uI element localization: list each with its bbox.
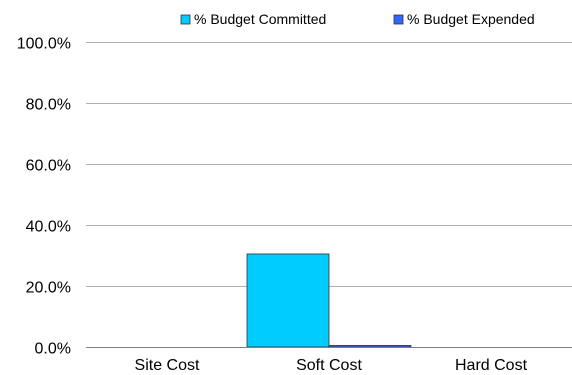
legend-label: % Budget Committed bbox=[194, 11, 326, 27]
x-category-label: Site Cost bbox=[135, 357, 200, 374]
gridlines bbox=[86, 42, 572, 287]
x-axis-category-labels: Site Cost Soft Cost Hard Cost bbox=[135, 357, 528, 374]
legend-swatch bbox=[180, 14, 191, 25]
bars bbox=[246, 253, 412, 348]
legend: % Budget Committed % Budget Expended bbox=[180, 11, 535, 27]
legend-label: % Budget Expended bbox=[407, 11, 535, 27]
y-tick-label: 60.0% bbox=[26, 158, 71, 175]
y-axis-tick-labels: 0.0% 20.0% 40.0% 60.0% 80.0% 100.0% bbox=[17, 36, 71, 358]
bar-soft-cost-series-2 bbox=[328, 345, 412, 348]
y-tick-label: 40.0% bbox=[26, 219, 71, 236]
legend-swatch bbox=[393, 14, 404, 25]
y-tick-label: 100.0% bbox=[17, 36, 71, 53]
x-category-label: Soft Cost bbox=[296, 357, 362, 374]
y-tick-label: 0.0% bbox=[35, 341, 71, 358]
y-tick-label: 20.0% bbox=[26, 280, 71, 297]
bar-soft-cost-series-1 bbox=[246, 253, 330, 348]
x-category-label: Hard Cost bbox=[455, 357, 528, 374]
y-tick-label: 80.0% bbox=[26, 97, 71, 114]
